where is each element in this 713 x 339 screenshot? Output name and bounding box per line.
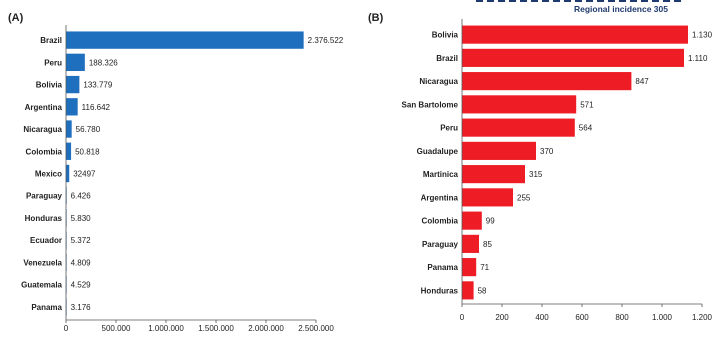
panel-a-category-label-9: Ecuador	[30, 236, 62, 245]
panel-b-category-label-5: Guadalupe	[417, 147, 459, 156]
panel-b-bar-10	[462, 258, 477, 277]
panel-b-bar-1	[462, 48, 684, 67]
panel-b-category-label-4: Peru	[440, 124, 458, 133]
panel-a-category-label-3: Argentina	[25, 103, 63, 112]
panel-b-value-label-10: 71	[480, 263, 489, 272]
panel-a-tick-label-0: 0	[64, 324, 69, 333]
panel-b-tick-label-3: 600	[575, 313, 589, 322]
panel-a-tick-label-1: 500.000	[102, 324, 131, 333]
panel-b-value-label-0: 1.130	[692, 31, 713, 40]
panel-b-category-label-6: Martinica	[423, 170, 459, 179]
panel-a-value-label-2: 133.779	[83, 81, 112, 90]
panel-b-category-label-10: Panama	[427, 263, 458, 272]
panel-b-value-label-11: 58	[478, 286, 487, 295]
panel-b-value-label-3: 571	[580, 100, 594, 109]
panel-b-bar-3	[462, 95, 577, 114]
panel-a-label: (A)	[8, 12, 24, 24]
panel-a-value-label-12: 3.176	[71, 303, 92, 312]
panel-b-value-label-1: 1.110	[688, 54, 708, 63]
panel-a-tick-label-2: 1.000.000	[148, 324, 184, 333]
panel-b-bar-8	[462, 211, 482, 230]
panel-b-label: (B)	[368, 12, 384, 24]
panel-a-value-label-1: 188.326	[89, 58, 118, 67]
panel-a-bar-3	[66, 98, 78, 116]
panel-b-category-label-0: Bolivia	[432, 31, 459, 40]
panel-b-bar-9	[462, 234, 479, 253]
panel-a-value-label-5: 50.818	[75, 147, 100, 156]
panel-a-category-label-12: Panama	[31, 303, 62, 312]
panel-b-tick-label-6: 1.200	[692, 313, 713, 322]
panel-b-tick-label-5: 1.000	[652, 313, 673, 322]
panel-a-bar-6	[66, 164, 70, 183]
panel-b-category-label-7: Argentina	[421, 193, 459, 202]
panel-a-category-label-11: Guatemala	[21, 281, 62, 290]
panel-b-chart: (B) Bolivia 1.130 Brazil 1.110 Nicaragua 847 Sa…	[368, 0, 713, 322]
panel-b-value-label-7: 255	[517, 193, 531, 202]
panel-a-category-label-2: Bolivia	[36, 81, 63, 90]
panel-b-bar-7	[462, 188, 513, 207]
panel-a-category-label-10: Venezuela	[23, 258, 62, 267]
panel-a-value-label-7: 6.426	[71, 192, 92, 201]
panel-a-category-label-5: Colombia	[26, 147, 63, 156]
panel-b-tick-label-0: 0	[460, 313, 465, 322]
panel-a-tick-label-5: 2.500.000	[298, 324, 334, 333]
panel-b-category-label-9: Paraguay	[422, 240, 459, 249]
panel-a-category-label-6: Mexico	[35, 170, 62, 179]
panel-a-bar-0	[66, 31, 304, 49]
panel-b-value-label-5: 370	[540, 147, 554, 156]
panel-b-bar-2	[462, 72, 632, 91]
panel-a-tick-label-3: 1.500.000	[198, 324, 234, 333]
panel-b-tick-label-1: 200	[495, 313, 509, 322]
panel-b-bar-4	[462, 118, 575, 137]
panel-b-value-label-2: 847	[635, 77, 649, 86]
panel-a-category-label-1: Peru	[44, 58, 62, 67]
panel-b-category-label-8: Colombia	[422, 217, 459, 226]
panel-a-value-label-3: 116.642	[82, 103, 111, 112]
panel-b-category-label-3: San Bartolome	[402, 100, 459, 109]
panel-a-category-label-0: Brazil	[40, 36, 62, 45]
panel-a-value-label-4: 56.780	[76, 125, 101, 134]
panel-b-value-label-8: 99	[486, 217, 495, 226]
panel-a-bar-5	[66, 142, 72, 160]
panel-a-bar-4	[66, 120, 72, 138]
panel-b-category-label-2: Nicaragua	[419, 77, 458, 86]
panel-b-category-label-1: Brazil	[436, 54, 458, 63]
panel-a-chart: (A) Brazil 2.376.522 Peru 188.326 Bolivia 133.…	[8, 12, 344, 333]
panel-b-value-label-9: 85	[483, 240, 492, 249]
panel-a-category-label-7: Paraguay	[26, 192, 63, 201]
panel-a-bar-1	[66, 53, 85, 72]
panel-a-tick-label-4: 2.000.000	[248, 324, 284, 333]
panel-b-bar-0	[462, 25, 688, 44]
panel-b-value-label-6: 315	[529, 170, 543, 179]
panel-a-value-label-8: 5.830	[71, 214, 92, 223]
panel-a-value-label-0: 2.376.522	[308, 36, 344, 45]
panel-b-bar-5	[462, 141, 536, 160]
panel-b-category-label-11: Honduras	[421, 286, 459, 295]
panel-b-tick-label-4: 800	[615, 313, 629, 322]
panel-a-value-label-9: 5.372	[71, 236, 92, 245]
panel-b-value-label-4: 564	[579, 124, 593, 133]
panel-b-bar-6	[462, 165, 525, 184]
panel-a-category-label-8: Honduras	[25, 214, 63, 223]
panel-a-value-label-10: 4.809	[71, 258, 92, 267]
panel-a-category-label-4: Nicaragua	[23, 125, 62, 134]
panel-a-value-label-6: 32497	[73, 170, 96, 179]
panel-b-bar-11	[462, 281, 474, 300]
panel-b-tick-label-2: 400	[535, 313, 549, 322]
panel-a-bar-2	[66, 75, 80, 94]
panel-a-value-label-11: 4.529	[71, 281, 92, 290]
panel-b-reference-label: Regional incidence 305	[574, 4, 668, 14]
